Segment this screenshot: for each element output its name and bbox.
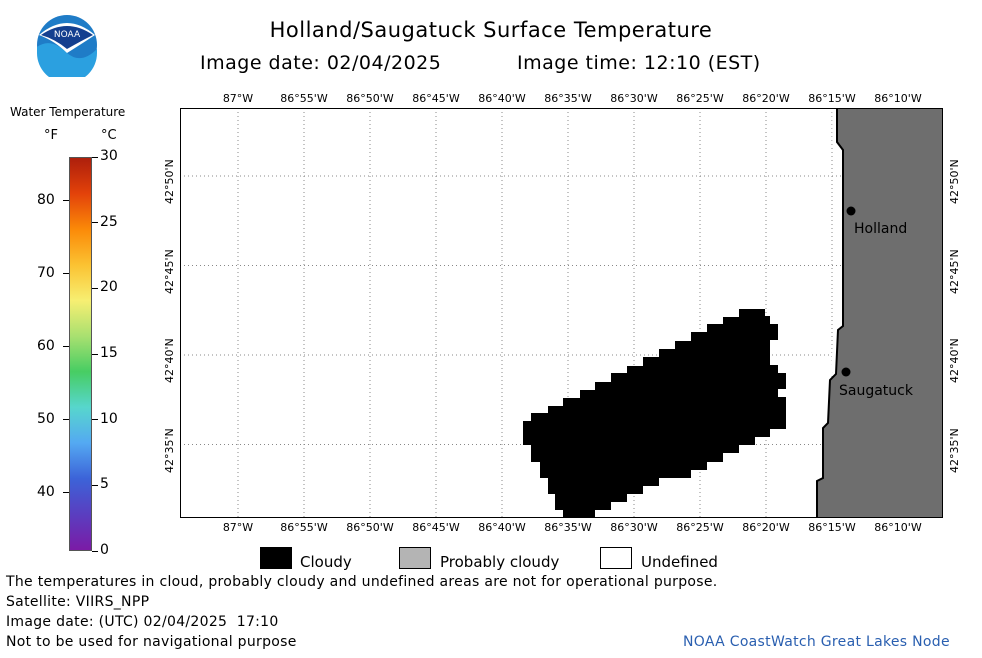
celsius-tick: [92, 550, 98, 552]
holland-label: Holland: [854, 221, 907, 237]
celsius-tick-label: 10: [100, 410, 118, 427]
longitude-label-bottom: 86°10'W: [874, 521, 922, 534]
longitude-label-top: 86°45'W: [412, 92, 460, 105]
longitude-label-top: 86°15'W: [808, 92, 856, 105]
noaa-logo: NOAA: [35, 13, 99, 83]
legend-probably-cloudy-label: Probably cloudy: [440, 553, 560, 571]
celsius-tick-label: 30: [100, 148, 118, 164]
longitude-label-bottom: 86°15'W: [808, 521, 856, 534]
saugatuck-marker: [841, 367, 851, 377]
fahrenheit-tick: [63, 346, 69, 348]
fahrenheit-tick: [63, 419, 69, 421]
unit-fahrenheit: °F: [44, 128, 58, 143]
longitude-label-top: 86°50'W: [346, 92, 394, 105]
fahrenheit-tick-label: 50: [37, 410, 55, 427]
surface-temperature-map: Holland Saugatuck: [180, 108, 943, 518]
satellite-info: Satellite: VIIRS_NPP: [6, 594, 150, 610]
latitude-label-left: 42°35'N: [163, 427, 176, 473]
holland-marker: [846, 206, 856, 216]
celsius-tick: [92, 156, 98, 158]
logo-text: NOAA: [54, 30, 81, 40]
longitude-label-bottom: 86°40'W: [478, 521, 526, 534]
fahrenheit-tick-label: 60: [37, 337, 55, 354]
latitude-label-right: 42°45'N: [948, 248, 961, 294]
fahrenheit-tick: [63, 273, 69, 275]
fahrenheit-tick-label: 40: [37, 483, 55, 500]
longitude-label-bottom: 86°20'W: [742, 521, 790, 534]
celsius-tick: [92, 222, 98, 224]
legend-cloudy-swatch: [260, 547, 292, 569]
operational-note: The temperatures in cloud, probably clou…: [6, 574, 718, 590]
celsius-tick: [92, 353, 98, 355]
legend-cloudy-label: Cloudy: [300, 553, 352, 571]
longitude-label-bottom: 86°35'W: [544, 521, 592, 534]
longitude-label-bottom: 86°55'W: [280, 521, 328, 534]
legend-undefined-label: Undefined: [641, 553, 718, 571]
longitude-label-top: 86°35'W: [544, 92, 592, 105]
longitude-label-bottom: 86°45'W: [412, 521, 460, 534]
latitude-label-right: 42°40'N: [948, 338, 961, 383]
fahrenheit-tick: [63, 200, 69, 202]
scale-title: Water Temperature: [10, 105, 126, 119]
map-title: Holland/Saugatuck Surface Temperature: [269, 18, 713, 42]
latitude-label-left: 42°45'N: [163, 248, 176, 294]
map-panel: Holland Saugatuck: [180, 108, 943, 518]
celsius-tick: [92, 287, 98, 289]
legend-undefined-swatch: [600, 547, 632, 569]
longitude-label-top: 87°W: [222, 92, 254, 105]
celsius-tick-label: 5: [100, 476, 109, 493]
longitude-label-bottom: 86°30'W: [610, 521, 658, 534]
celsius-tick-label: 25: [100, 213, 118, 230]
shoreline-outline: [812, 108, 840, 518]
longitude-label-top: 86°25'W: [676, 92, 724, 105]
utc-date: Image date: (UTC) 02/04/2025 17:10: [6, 614, 279, 630]
shoreline: [816, 108, 844, 518]
image-date: Image date: 02/04/2025: [200, 52, 442, 74]
latitude-label-left: 42°40'N: [163, 338, 176, 383]
longitude-label-top: 86°20'W: [742, 92, 790, 105]
fahrenheit-tick-label: 70: [37, 264, 55, 281]
celsius-tick: [92, 419, 98, 421]
celsius-tick-label: 15: [100, 345, 118, 361]
longitude-label-bottom: 87°W: [222, 521, 254, 534]
image-time: Image time: 12:10 (EST): [517, 52, 761, 74]
coastwatch-credit: NOAA CoastWatch Great Lakes Node: [683, 634, 950, 650]
longitude-label-top: 86°10'W: [874, 92, 922, 105]
temperature-color-bar: [69, 157, 92, 551]
longitude-label-bottom: 86°50'W: [346, 521, 394, 534]
longitude-label-bottom: 86°25'W: [676, 521, 724, 534]
saugatuck-label: Saugatuck: [839, 383, 914, 399]
legend-probably-cloudy-swatch: [399, 547, 431, 569]
map-frame: [180, 108, 943, 518]
latitude-label-right: 42°35'N: [948, 427, 961, 473]
longitude-label-top: 86°55'W: [280, 92, 328, 105]
fahrenheit-tick-label: 80: [37, 191, 55, 208]
navigation-warning: Not to be used for navigational purpose: [6, 634, 297, 650]
latitude-label-left: 42°50'N: [163, 159, 176, 204]
celsius-tick-label: 20: [100, 279, 118, 296]
cloud-area: [523, 309, 786, 518]
unit-celsius: °C: [101, 128, 117, 143]
celsius-tick-label: 0: [100, 542, 109, 558]
longitude-label-top: 86°30'W: [610, 92, 658, 105]
longitude-label-top: 86°40'W: [478, 92, 526, 105]
latitude-label-right: 42°50'N: [948, 159, 961, 204]
celsius-tick: [92, 484, 98, 486]
fahrenheit-tick: [63, 492, 69, 494]
